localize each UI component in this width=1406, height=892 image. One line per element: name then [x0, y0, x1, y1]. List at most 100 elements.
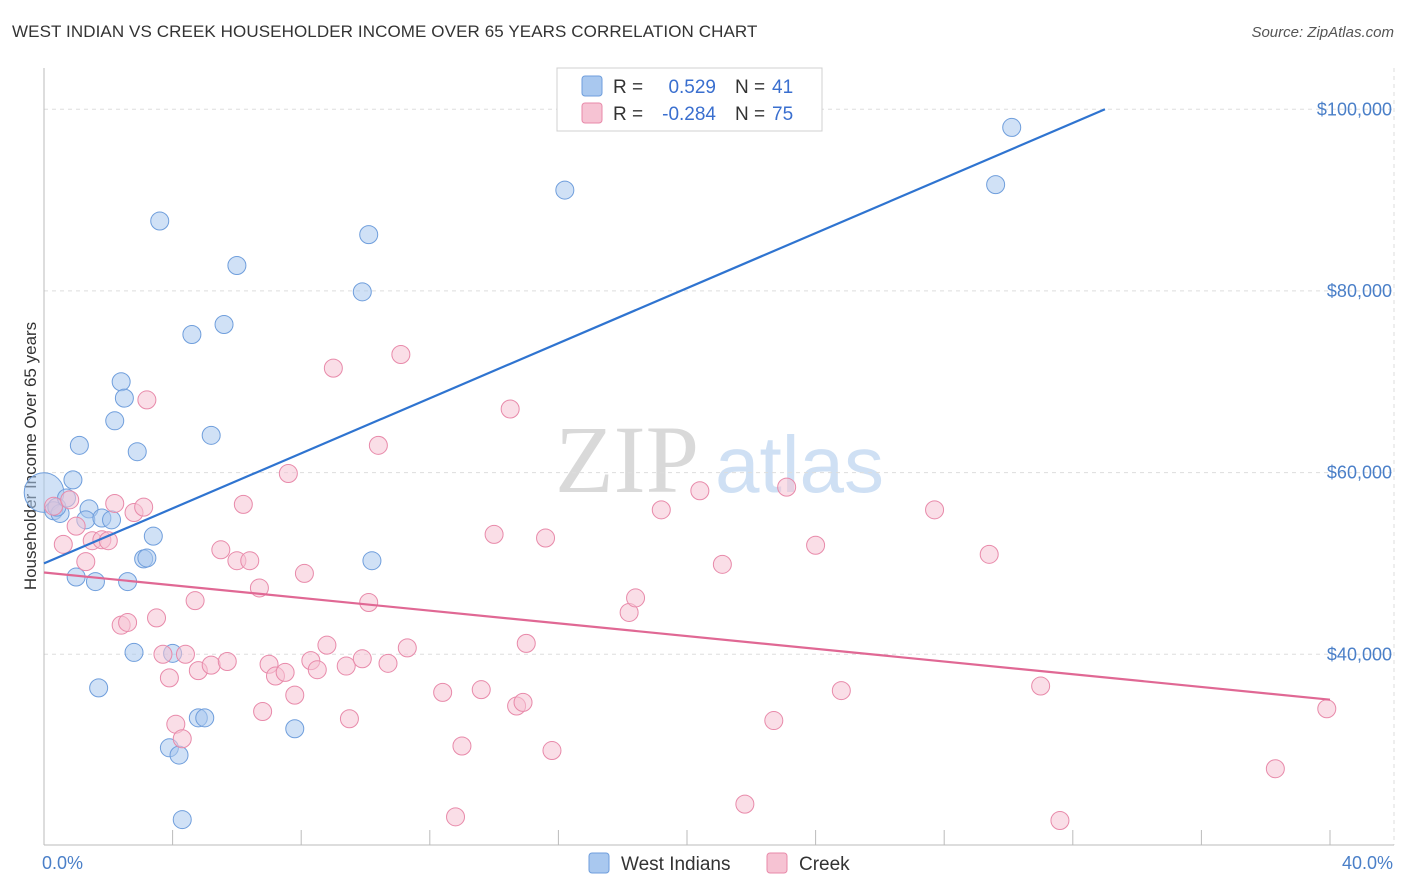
scatter-point — [294, 563, 314, 583]
scatter-point — [777, 477, 797, 497]
scatter-point — [253, 701, 273, 721]
scatter-point — [542, 741, 562, 761]
scatter-point — [227, 255, 247, 275]
scatter-point — [147, 608, 167, 628]
scatter-point — [118, 612, 138, 632]
scatter-point — [182, 325, 202, 345]
scatter-point — [85, 572, 105, 592]
legend-n-label: N = — [735, 104, 765, 125]
y-tick-label: $60,000 — [1327, 463, 1392, 483]
scatter-point — [986, 175, 1006, 195]
scatter-point — [60, 490, 80, 510]
watermark: ZIP atlas — [555, 406, 884, 513]
scatter-point — [806, 535, 826, 555]
scatter-point — [240, 551, 260, 571]
scatter-point — [233, 494, 253, 514]
chart-title: WEST INDIAN VS CREEK HOUSEHOLDER INCOME … — [12, 22, 758, 41]
watermark-atlas: atlas — [715, 420, 884, 509]
scatter-point — [159, 668, 179, 688]
scatter-point — [452, 736, 472, 756]
scatter-point — [764, 711, 784, 731]
scatter-point — [285, 685, 305, 705]
legend-r-label: R = — [613, 104, 643, 125]
scatter-point — [317, 635, 337, 655]
legend-n-label: N = — [735, 77, 765, 98]
scatter-point — [201, 425, 221, 445]
scatter-point — [831, 681, 851, 701]
y-tick-labels: $100,000 $80,000 $60,000 $40,000 — [1317, 99, 1392, 664]
scatter-point — [1050, 810, 1070, 830]
scatter-point — [76, 552, 96, 572]
scatter-point — [217, 652, 237, 672]
scatter-point — [111, 372, 131, 392]
scatter-point — [397, 638, 417, 658]
scatter-point — [63, 470, 83, 490]
scatter-point — [362, 551, 382, 571]
bottom-legend-swatch-creek — [766, 852, 788, 874]
scatter-point — [359, 225, 379, 245]
scatter-point — [98, 531, 118, 551]
legend-r-value: -0.284 — [662, 104, 716, 125]
series-creek-points — [44, 345, 1337, 830]
scatter-point — [1002, 117, 1022, 137]
scatter-point — [323, 358, 343, 378]
scatter-point — [352, 649, 372, 669]
scatter-point — [124, 642, 144, 662]
scatter-point — [137, 390, 157, 410]
scatter-point — [105, 411, 125, 431]
axis-layer — [43, 68, 1394, 846]
scatter-point — [134, 497, 154, 517]
scatter-point — [285, 719, 305, 739]
scatter-point — [1317, 699, 1337, 719]
scatter-point — [278, 463, 298, 483]
scatter-point — [516, 633, 536, 653]
scatter-point — [114, 388, 134, 408]
scatter-point — [185, 591, 205, 611]
scatter-point — [555, 180, 575, 200]
scatter-point — [127, 442, 147, 462]
scatter-point — [169, 745, 189, 765]
trend-lines — [43, 108, 1331, 701]
scatter-point — [735, 794, 755, 814]
scatter-point — [336, 656, 356, 676]
y-tick-label: $100,000 — [1317, 99, 1392, 119]
scatter-point — [275, 662, 295, 682]
scatter-point — [368, 435, 388, 455]
scatter-point — [175, 644, 195, 664]
legend-swatch-creek — [581, 102, 603, 124]
scatter-point — [712, 554, 732, 574]
scatter-point — [150, 211, 170, 231]
scatter-point — [44, 496, 64, 516]
scatter-point — [446, 807, 466, 827]
scatter-point — [391, 345, 411, 364]
x-tick-label-left: 0.0% — [42, 853, 83, 873]
scatter-point — [201, 655, 221, 675]
scatter-point — [378, 653, 398, 673]
bottom-legend-label-creek: Creek — [799, 854, 850, 875]
bottom-legend-swatch-west-indians — [588, 852, 610, 874]
scatter-point — [214, 315, 234, 335]
legend-n-value: 75 — [772, 104, 793, 125]
scatter-point — [66, 516, 86, 536]
series-west-indians-points — [23, 117, 1022, 830]
scatter-point — [352, 282, 372, 302]
scatter-point — [105, 493, 125, 513]
scatter-point — [143, 526, 163, 546]
watermark-zip: ZIP — [555, 406, 699, 513]
scatter-point — [500, 399, 520, 419]
scatter-point — [925, 500, 945, 520]
scatter-point — [339, 709, 359, 729]
series-legend: West Indians Creek — [588, 852, 850, 875]
scatter-point — [536, 528, 556, 548]
legend-swatch-west-indians — [581, 75, 603, 97]
legend-r-label: R = — [613, 77, 643, 98]
legend-n-value: 41 — [772, 77, 793, 98]
scatter-point — [1265, 759, 1285, 779]
y-tick-label: $80,000 — [1327, 281, 1392, 301]
legend-r-value: 0.529 — [668, 77, 716, 98]
scatter-point — [513, 692, 533, 712]
scatter-point — [69, 435, 89, 455]
stats-legend: R = 0.529 N = 41 R = -0.284 N = 75 — [556, 67, 823, 132]
scatter-point — [690, 481, 710, 501]
